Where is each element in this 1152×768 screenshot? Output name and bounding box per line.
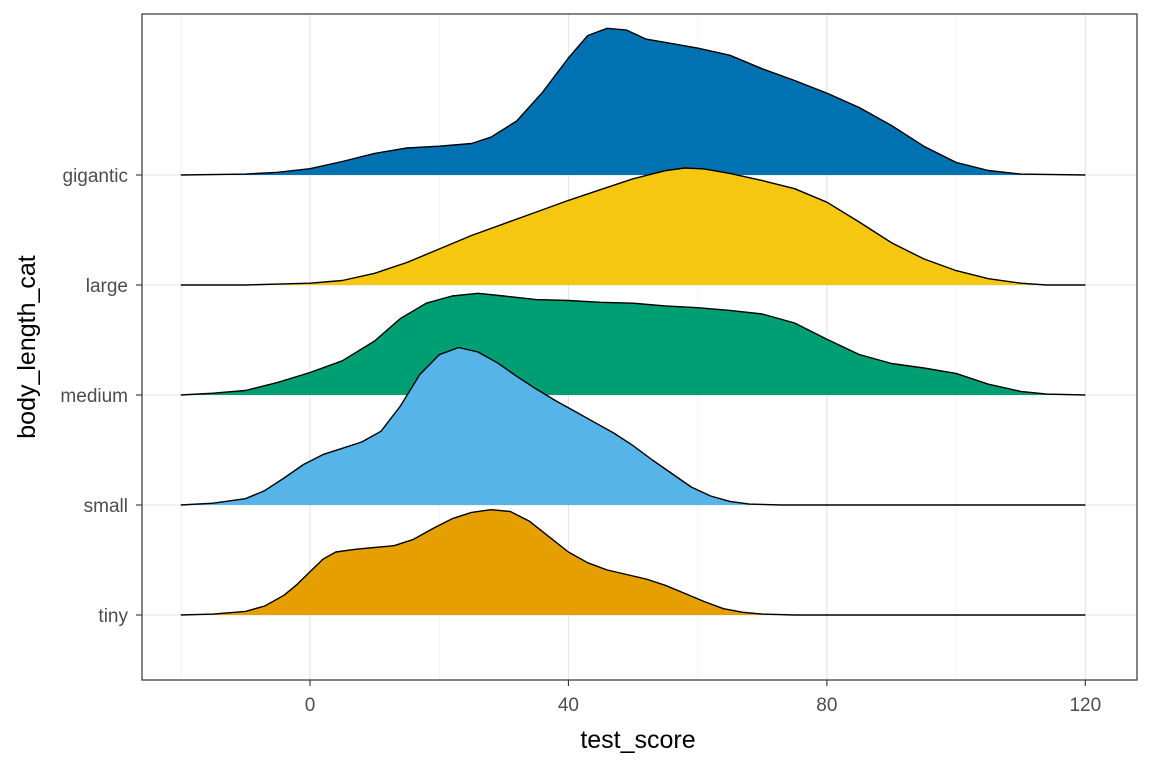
x-tick-label: 120: [1069, 695, 1101, 716]
y-axis: tiny small medium large gigantic: [60, 166, 142, 627]
x-axis-title: test_score: [580, 726, 695, 754]
ridge-line-tiny: [180, 509, 1086, 616]
ridge-fill-tiny: [180, 509, 1086, 615]
ridge-line-small: [180, 346, 1086, 506]
x-tick-label: 0: [305, 695, 316, 716]
x-tick-label: 40: [558, 695, 579, 716]
x-tick-label: 80: [816, 695, 837, 716]
plot-panel-border: [141, 13, 1138, 681]
ridge-fill-large: [180, 168, 1086, 285]
y-tick-label: large: [86, 276, 128, 297]
y-axis-title: body_length_cat: [13, 255, 41, 439]
ridge-fill-gigantic: [180, 28, 1086, 175]
ridge-line-large: [180, 167, 1086, 286]
y-tick-label: small: [84, 496, 128, 517]
y-tick-label: medium: [60, 386, 128, 407]
ridge-fill-small: [180, 347, 1086, 505]
y-tick-label: tiny: [98, 606, 128, 627]
y-tick-label: gigantic: [63, 166, 129, 187]
ridge-fill-medium: [180, 293, 1086, 395]
density-ridges: [180, 27, 1086, 616]
x-axis: 0 40 80 120: [305, 680, 1101, 716]
ridge-line-medium: [180, 292, 1086, 396]
ridge-line-gigantic: [180, 27, 1086, 176]
